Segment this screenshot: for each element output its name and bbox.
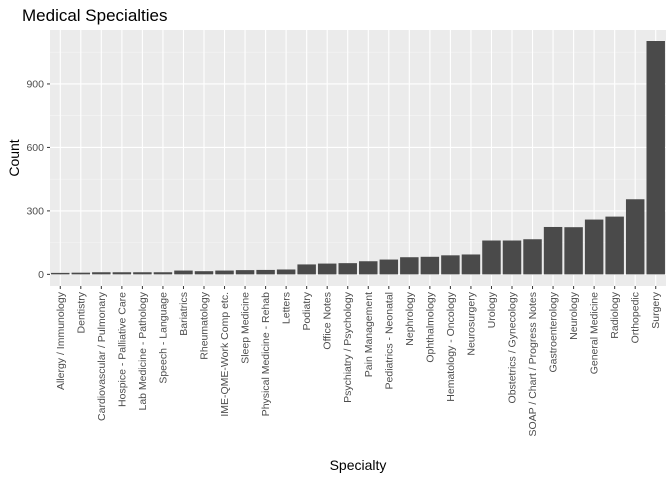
x-tick-label: Psychiatry / Psychology — [342, 291, 354, 403]
bar — [523, 239, 542, 275]
x-tick-label: SOAP / Chart / Progress Notes — [527, 292, 539, 437]
bar — [564, 227, 583, 275]
bar — [646, 41, 665, 275]
x-tick-label: Neurosurgery — [465, 291, 477, 355]
bar — [51, 272, 70, 275]
x-tick-label: Gastroenterology — [548, 291, 560, 372]
x-tick-label: Pediatrics - Neonatal — [383, 292, 395, 389]
bar — [441, 255, 460, 275]
x-tick-label: IME-QME-Work Comp etc. — [219, 292, 231, 417]
x-tick-label: Pain Management — [363, 292, 375, 377]
bar — [400, 257, 419, 275]
x-tick-label: Office Notes — [322, 292, 334, 350]
y-tick-label: 900 — [26, 78, 44, 90]
bar — [112, 272, 132, 275]
bar — [92, 272, 111, 275]
bar — [133, 272, 152, 275]
bar — [461, 254, 481, 275]
bar — [420, 256, 440, 275]
x-tick-label: Sleep Medicine — [240, 292, 252, 364]
bar — [297, 264, 316, 275]
bar — [215, 270, 234, 275]
x-axis-title: Specialty — [330, 457, 387, 473]
bar — [543, 226, 563, 275]
x-tick-label: Bariatrics — [178, 292, 190, 336]
bars — [51, 41, 665, 275]
bar — [605, 216, 624, 275]
bar — [153, 272, 173, 275]
x-tick-label: Neurology — [568, 291, 580, 340]
y-axis: 0 300 600 900 — [26, 78, 50, 281]
bar — [317, 263, 337, 275]
bar — [276, 269, 296, 275]
chart-title: Medical Specialties — [22, 6, 168, 25]
x-axis: Allergy / Immunology Dentistry Cardiovascu… — [55, 286, 662, 437]
x-tick-label: Ophthalmology — [424, 291, 436, 362]
x-tick-label: Lab Medicine - Pathology — [137, 291, 149, 410]
x-tick-label: Orthopedic — [630, 292, 642, 343]
plot-panel — [50, 30, 666, 286]
x-tick-label: Dentistry — [75, 291, 87, 333]
x-tick-label: Allergy / Immunology — [55, 291, 67, 390]
bar — [625, 199, 645, 275]
x-tick-label: Hematology - Oncology — [445, 291, 457, 401]
bar — [235, 270, 255, 275]
y-tick-label: 300 — [26, 205, 44, 217]
x-tick-label: Letters — [281, 292, 293, 324]
y-tick-label: 0 — [38, 269, 44, 281]
bar — [584, 219, 604, 275]
x-tick-label: Obstetrics / Gynecology — [507, 291, 519, 403]
x-tick-label: Rheumatology — [199, 291, 211, 359]
bar — [194, 271, 214, 275]
x-tick-label: General Medicine — [589, 292, 601, 374]
y-tick-label: 600 — [26, 142, 44, 154]
bar — [379, 259, 399, 275]
y-axis-title: Count — [6, 139, 22, 176]
x-tick-label: Nephrology — [404, 291, 416, 345]
x-tick-label: Urology — [486, 291, 498, 328]
bar — [174, 270, 193, 275]
bar — [71, 272, 91, 275]
bar — [359, 261, 378, 275]
x-tick-label: Podiatry — [301, 291, 313, 330]
x-tick-label: Hospice - Palliative Care — [116, 292, 128, 407]
x-tick-label: Radiology — [609, 291, 621, 338]
x-tick-label: Physical Medicine - Rehab — [260, 292, 272, 416]
bar — [502, 240, 522, 275]
x-tick-label: Speech - Language — [157, 292, 169, 384]
bar — [256, 269, 275, 275]
x-tick-label: Cardiovascular / Pulmonary — [96, 291, 108, 421]
x-tick-label: Surgery — [650, 291, 662, 329]
bar — [338, 263, 357, 275]
bar — [482, 240, 501, 275]
